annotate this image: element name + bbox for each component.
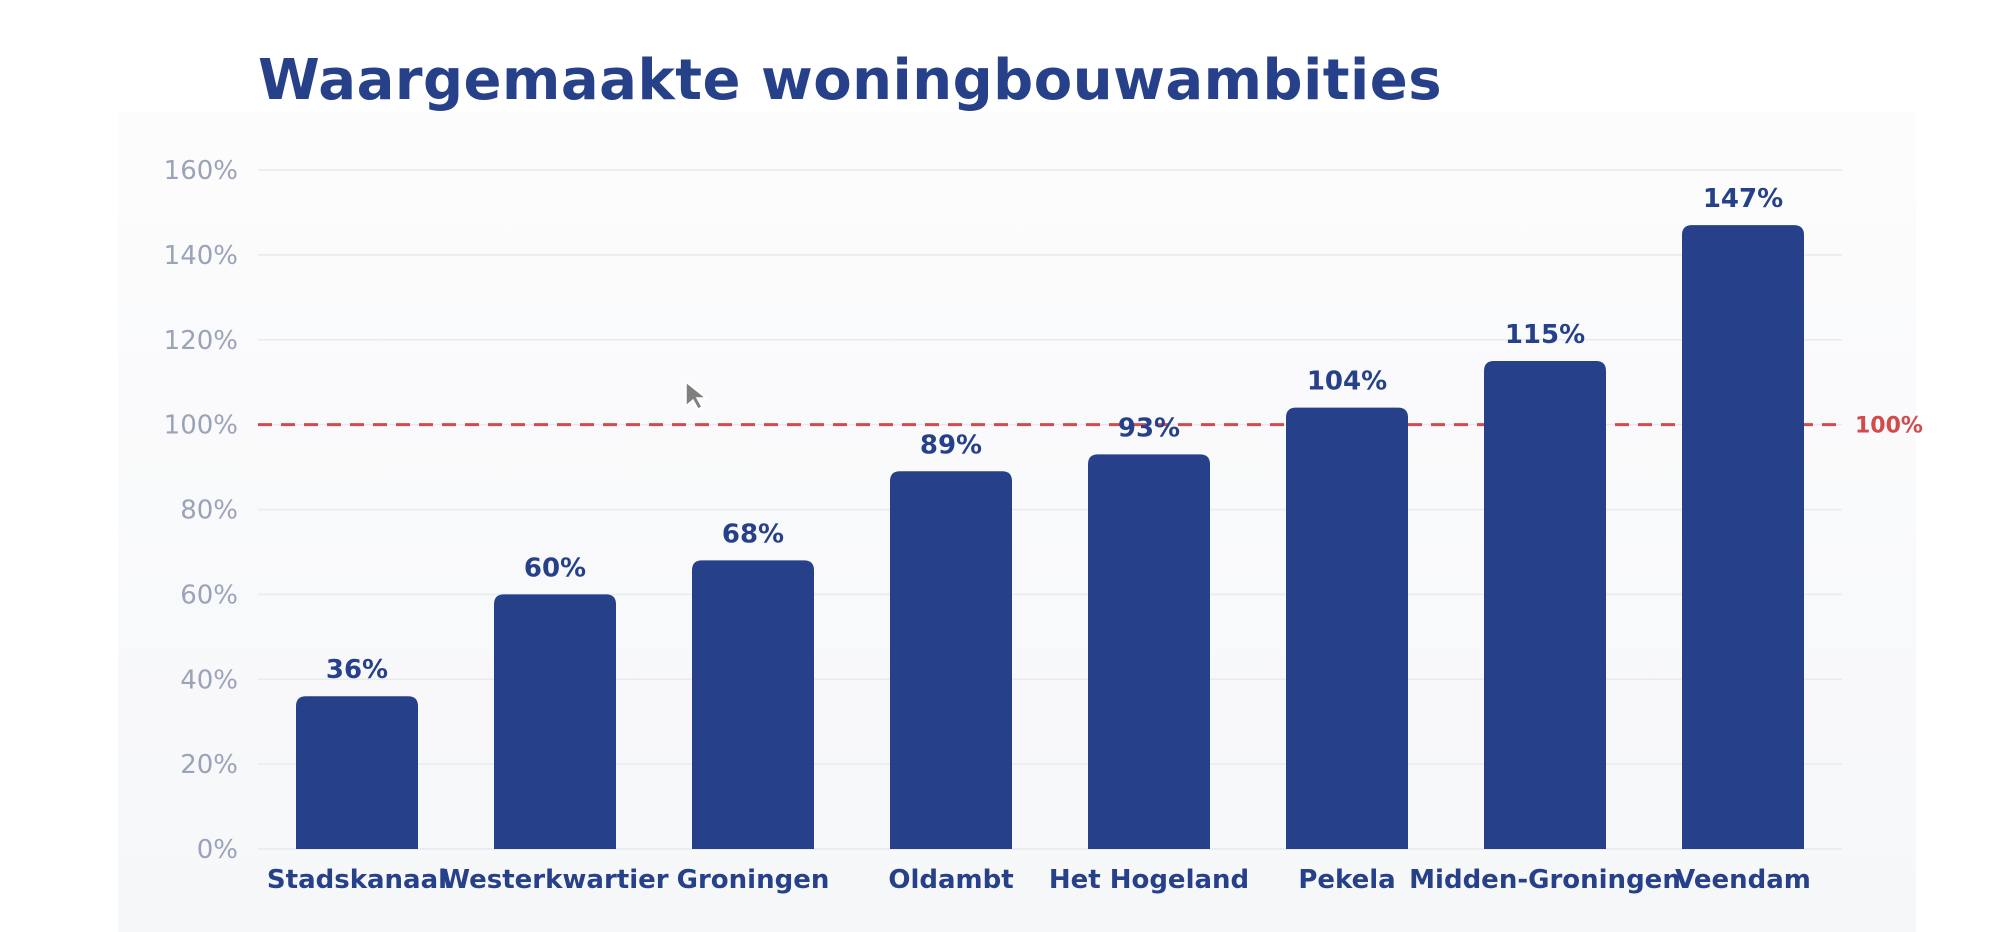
reference-line-label: 100%: [1855, 414, 1923, 439]
bars: [296, 225, 1804, 849]
bar: [1286, 407, 1408, 849]
bar: [494, 594, 616, 849]
reference-line-group: 100%: [258, 414, 1923, 439]
data-label: 36%: [326, 655, 388, 685]
x-tick-label: Veendam: [1675, 865, 1811, 895]
y-tick-label: 0%: [197, 835, 238, 865]
bar: [1682, 225, 1804, 849]
x-tick-label: Westerkwartier: [441, 865, 668, 895]
bar: [296, 696, 418, 849]
data-label: 115%: [1505, 320, 1585, 350]
y-tick-label: 20%: [180, 750, 238, 780]
chart-title: Waargemaakte woningbouwambities: [258, 48, 1443, 113]
x-tick-label: Oldambt: [888, 865, 1013, 895]
data-label: 104%: [1307, 367, 1387, 397]
data-label: 93%: [1118, 413, 1180, 443]
data-label: 68%: [722, 519, 784, 549]
data-label: 89%: [920, 430, 982, 460]
y-tick-label: 80%: [180, 496, 238, 526]
mouse-cursor-icon: [685, 380, 708, 410]
bar: [1484, 360, 1606, 849]
bar: [1088, 454, 1210, 849]
y-axis-ticks: 0% 20% 40% 60% 80% 100% 120% 140% 160%: [164, 156, 238, 865]
y-tick-label: 120%: [164, 326, 238, 356]
y-tick-label: 140%: [164, 241, 238, 271]
bar: [692, 560, 814, 849]
y-tick-label: 40%: [180, 665, 238, 695]
bar: [890, 471, 1012, 849]
y-tick-label: 60%: [180, 580, 238, 610]
x-tick-label: Groningen: [677, 865, 830, 895]
x-tick-label: Midden-Groningen: [1409, 865, 1681, 895]
x-tick-label: Pekela: [1298, 865, 1395, 895]
data-label: 60%: [524, 553, 586, 583]
data-labels: 36% 60% 68% 89% 93% 104% 115% 147%: [326, 184, 1783, 685]
y-tick-label: 160%: [164, 156, 238, 186]
data-label: 147%: [1703, 184, 1783, 214]
x-tick-label: Het Hogeland: [1049, 865, 1249, 895]
x-tick-label: Stadskanaal: [267, 865, 447, 895]
y-tick-label: 100%: [164, 411, 238, 441]
